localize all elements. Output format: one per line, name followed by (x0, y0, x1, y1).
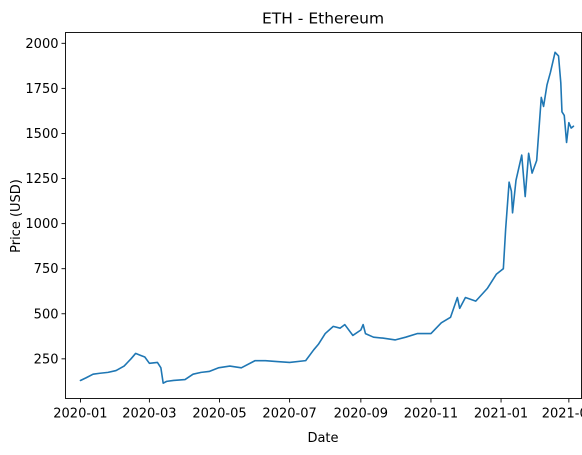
y-tick-label: 750 (34, 262, 59, 277)
x-axis-ticks: 2020-01 2020-03 2020-05 2020-07 2020-09 2020-… (53, 398, 582, 422)
x-axis-label: Date (307, 431, 338, 446)
y-tick-label: 250 (34, 352, 59, 367)
x-tick-label: 2020-03 (122, 407, 176, 422)
x-tick-label: 2020-11 (404, 407, 458, 422)
y-tick-label: 1750 (25, 82, 58, 97)
x-tick-label: 2021-03 (542, 407, 582, 422)
x-tick-label: 2021-01 (474, 407, 528, 422)
y-axis-ticks: 250 500 750 1000 1250 1500 1750 2000 (25, 37, 66, 367)
y-tick-label: 2000 (25, 37, 58, 52)
plot-area (79, 51, 575, 384)
x-tick-label: 2020-01 (53, 407, 107, 422)
x-tick-label: 2020-09 (334, 407, 388, 422)
y-axis-label: Price (USD) (9, 179, 24, 253)
x-tick-label: 2020-07 (262, 407, 316, 422)
y-tick-label: 1500 (25, 127, 58, 142)
chart-title: ETH - Ethereum (262, 10, 384, 28)
y-tick-label: 1250 (25, 172, 58, 187)
y-tick-label: 500 (34, 307, 59, 322)
price-series-line (79, 51, 575, 384)
x-tick-label: 2020-05 (192, 407, 246, 422)
y-tick-label: 1000 (25, 217, 58, 232)
